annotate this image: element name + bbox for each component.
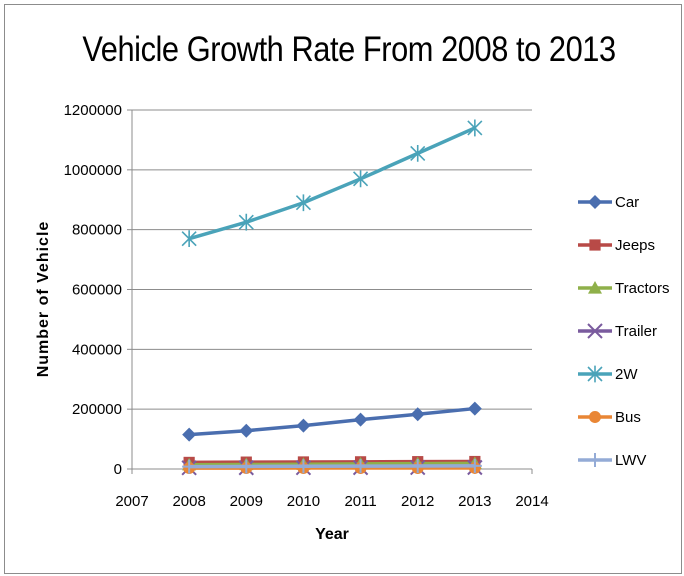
data-point-2w (295, 194, 311, 212)
legend-label-car: Car (615, 194, 639, 211)
data-point-car (296, 418, 311, 433)
y-tick-label: 600000 (72, 282, 122, 299)
x-tick-label: 2008 (172, 493, 205, 510)
legend-label-lwv: LWV (615, 452, 646, 469)
data-point-2w (410, 144, 426, 162)
x-tick-label: 2014 (515, 493, 548, 510)
series-line-lwv (189, 464, 475, 469)
data-point-lwv (296, 459, 311, 474)
data-point-lwv (467, 458, 482, 473)
legend-marker-trailer (587, 323, 603, 339)
series-line-jeeps (189, 459, 475, 465)
y-tick-label: 1000000 (64, 162, 122, 179)
y-tick-label: 400000 (72, 341, 122, 358)
series-car (182, 401, 482, 442)
legend-marker-car (588, 195, 602, 209)
data-point-2w (181, 230, 197, 248)
data-point-2w (353, 170, 369, 188)
legend-label-trailer: Trailer (615, 323, 657, 340)
data-point-lwv (353, 459, 368, 474)
legend-marker-lwv (588, 453, 602, 467)
y-tick-label: 800000 (72, 222, 122, 239)
series-line-car (189, 406, 476, 437)
legend: Car Jeeps Tractors Trailer 2W Bus LWV (578, 194, 669, 469)
x-tick-label: 2013 (458, 493, 491, 510)
data-point-lwv (182, 459, 197, 474)
y-tick-label: 0 (114, 461, 122, 478)
data-point-car (467, 401, 482, 416)
x-tick-label: 2011 (344, 493, 376, 510)
x-tick-label: 2007 (115, 493, 148, 510)
y-tick-label: 1200000 (64, 102, 122, 119)
data-point-car (353, 412, 368, 427)
series-line-tractors (189, 461, 475, 467)
x-tick-label: 2010 (287, 493, 320, 510)
legend-label-tractors: Tractors (615, 280, 669, 297)
legend-marker-tractors (588, 281, 602, 294)
series-line-2w (188, 126, 476, 241)
legend-label-2w: 2W (615, 366, 638, 383)
data-point-lwv (239, 459, 254, 474)
legend-marker-2w (587, 365, 603, 383)
legend-marker-jeeps (589, 239, 601, 251)
y-tick-label: 200000 (72, 401, 122, 418)
series-2w (181, 119, 483, 248)
x-axis-label: Year (315, 526, 349, 543)
x-tick-label: 2009 (230, 493, 263, 510)
data-point-2w (238, 213, 254, 231)
data-point-lwv (410, 459, 425, 474)
data-point-car (182, 427, 197, 442)
legend-label-bus: Bus (615, 409, 641, 426)
data-point-car (410, 407, 425, 422)
series-lwv (182, 458, 482, 474)
x-tick-label: 2012 (401, 493, 434, 510)
legend-label-jeeps: Jeeps (615, 237, 655, 254)
chart-title: Vehicle Growth Rate From 2008 to 2013 (82, 30, 616, 69)
legend-marker-bus (589, 411, 601, 423)
data-point-2w (467, 119, 483, 137)
data-point-car (239, 423, 254, 438)
